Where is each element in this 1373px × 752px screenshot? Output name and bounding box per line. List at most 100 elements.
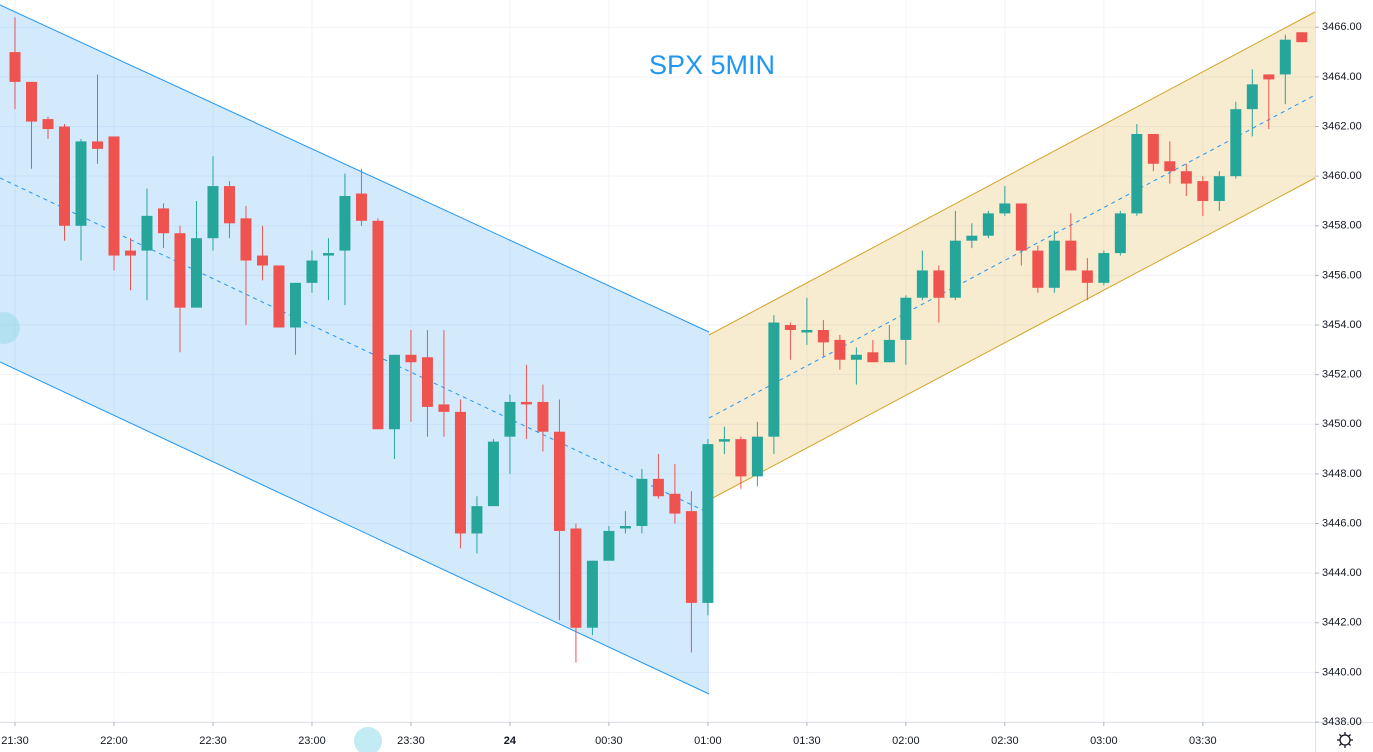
x-tick-label: 21:30 — [1, 735, 29, 747]
candle-body — [471, 506, 483, 534]
price-axis — [1316, 0, 1373, 752]
candle-body — [26, 81, 38, 122]
candle-body — [834, 339, 846, 360]
candle-body — [1230, 109, 1242, 177]
candle-body — [75, 141, 87, 226]
candle-body — [405, 354, 417, 363]
y-tick-label: 3458.00 — [1322, 220, 1362, 232]
candle-body — [883, 339, 895, 363]
candle-body — [273, 265, 285, 328]
candle-body — [108, 136, 120, 256]
y-tick-label: 3452.00 — [1322, 369, 1362, 381]
candle-body — [1147, 133, 1159, 164]
x-tick-label: 01:30 — [793, 735, 821, 747]
candle-body — [59, 126, 71, 226]
candle-body — [322, 253, 334, 256]
candle-body — [306, 260, 318, 283]
candle-body — [817, 329, 829, 343]
candle-body — [388, 354, 400, 430]
candle-body — [801, 329, 813, 333]
candles — [9, 17, 1308, 663]
candle-body — [256, 255, 268, 266]
candle-body — [1279, 39, 1291, 75]
candle-body — [537, 401, 549, 432]
candle-body — [1164, 161, 1176, 172]
y-tick-label: 3462.00 — [1322, 120, 1362, 132]
chart-title: SPX 5MIN — [649, 50, 775, 80]
down-channel — [0, 5, 709, 694]
channels — [0, 4, 1316, 695]
candle-body — [916, 270, 928, 298]
candle-body — [223, 186, 235, 224]
candle-body — [141, 215, 153, 251]
candle-body — [652, 478, 664, 497]
marker — [0, 312, 20, 344]
candle-body — [1048, 240, 1060, 288]
candle-body — [1180, 171, 1192, 184]
candle-body — [454, 411, 466, 534]
x-tick-label: 03:30 — [1189, 735, 1217, 747]
candle-body — [1197, 181, 1209, 201]
candle-body — [504, 401, 516, 437]
channel-line — [0, 361, 710, 695]
y-tick-label: 3460.00 — [1322, 170, 1362, 182]
x-tick-label: 23:30 — [397, 735, 425, 747]
marker — [354, 727, 382, 752]
y-tick-label: 3450.00 — [1322, 418, 1362, 430]
candle-body — [702, 444, 714, 603]
x-tick-label: 01:00 — [694, 735, 722, 747]
x-tick-label: 22:30 — [199, 735, 227, 747]
candle-body — [685, 511, 697, 603]
candle-body — [619, 525, 631, 529]
candle-body — [718, 439, 730, 442]
candle-body — [91, 141, 103, 149]
candle-body — [207, 186, 219, 239]
candle-body — [1065, 240, 1077, 271]
candle-body — [999, 203, 1011, 214]
x-tick-label: 00:30 — [595, 735, 623, 747]
candle-body — [1131, 133, 1143, 214]
settings-icon[interactable] — [1337, 732, 1353, 748]
y-tick-label: 3446.00 — [1322, 517, 1362, 529]
candle-body — [751, 436, 763, 477]
candle-body — [9, 52, 21, 82]
candle-body — [768, 322, 780, 437]
candle-body — [982, 213, 994, 236]
gear-teeth[interactable] — [1337, 732, 1353, 748]
candle-body — [355, 193, 367, 221]
candle-body — [487, 441, 499, 507]
candle-body — [372, 220, 384, 430]
candle-body — [1015, 203, 1027, 251]
candle-body — [157, 208, 169, 234]
candle-body — [636, 478, 648, 526]
candle-body — [124, 250, 136, 256]
candle-body — [669, 493, 681, 514]
candle-body — [586, 560, 598, 628]
y-tick-label: 3466.00 — [1322, 21, 1362, 33]
candle-body — [570, 528, 582, 628]
y-tick-label: 3448.00 — [1322, 468, 1362, 480]
candle-body — [850, 354, 862, 360]
grid — [0, 0, 1315, 723]
x-tick-label: 24 — [504, 735, 517, 747]
y-tick-label: 3440.00 — [1322, 666, 1362, 678]
candle-body — [1213, 176, 1225, 201]
candle-body — [933, 270, 945, 298]
candle-body — [1246, 84, 1258, 110]
candle-body — [174, 233, 186, 308]
candle-body — [339, 196, 351, 251]
x-tick-label: 02:30 — [991, 735, 1019, 747]
candle-body — [520, 401, 532, 405]
candle-body — [1296, 32, 1308, 43]
candle-body — [42, 119, 54, 130]
candle-body — [190, 238, 202, 308]
x-tick-label: 22:00 — [100, 735, 128, 747]
candle-body — [603, 530, 615, 561]
channel-line — [0, 4, 710, 333]
candle-body — [784, 325, 796, 330]
channel-line — [708, 177, 1316, 501]
